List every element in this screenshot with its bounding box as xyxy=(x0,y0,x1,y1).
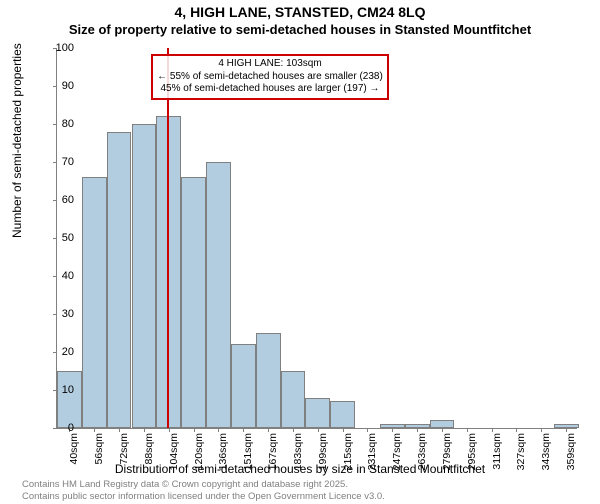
x-tick-mark xyxy=(318,428,319,432)
x-tick-label: 327sqm xyxy=(515,433,527,473)
x-tick-label: 40sqm xyxy=(68,433,80,473)
y-tick-mark xyxy=(53,86,57,87)
x-tick-mark xyxy=(119,428,120,432)
page-title: 4, HIGH LANE, STANSTED, CM24 8LQ xyxy=(0,4,600,20)
y-tick-mark xyxy=(53,124,57,125)
x-tick-label: 343sqm xyxy=(540,433,552,473)
histogram-bar xyxy=(107,132,132,428)
y-tick-label: 50 xyxy=(62,232,74,244)
histogram-bar xyxy=(132,124,157,428)
x-tick-label: 295sqm xyxy=(466,433,478,473)
callout-box: 4 HIGH LANE: 103sqm← 55% of semi-detache… xyxy=(151,54,389,100)
y-tick-mark xyxy=(53,162,57,163)
x-tick-label: 72sqm xyxy=(118,433,130,473)
y-tick-label: 70 xyxy=(62,156,74,168)
x-tick-label: 104sqm xyxy=(168,433,180,473)
y-tick-label: 60 xyxy=(62,194,74,206)
y-tick-mark xyxy=(53,276,57,277)
y-axis-label: Number of semi-detached properties xyxy=(10,43,24,238)
x-tick-mark xyxy=(467,428,468,432)
histogram-bar xyxy=(57,371,82,428)
x-tick-mark xyxy=(144,428,145,432)
callout-line2: ← 55% of semi-detached houses are smalle… xyxy=(157,71,383,84)
y-tick-mark xyxy=(53,352,57,353)
page-subtitle: Size of property relative to semi-detach… xyxy=(0,22,600,37)
x-tick-mark xyxy=(541,428,542,432)
x-tick-mark xyxy=(417,428,418,432)
x-tick-mark xyxy=(343,428,344,432)
histogram-bar xyxy=(206,162,231,428)
x-tick-label: 215sqm xyxy=(342,433,354,473)
x-tick-label: 151sqm xyxy=(242,433,254,473)
callout-line3: 45% of semi-detached houses are larger (… xyxy=(157,83,383,96)
x-tick-mark xyxy=(392,428,393,432)
y-tick-label: 40 xyxy=(62,270,74,282)
histogram-bar xyxy=(305,398,330,428)
y-tick-label: 20 xyxy=(62,346,74,358)
histogram-bar xyxy=(405,424,430,428)
histogram-bar xyxy=(82,177,107,428)
y-tick-mark xyxy=(53,314,57,315)
histogram-chart: 4 HIGH LANE: 103sqm← 55% of semi-detache… xyxy=(56,48,576,428)
x-tick-label: 167sqm xyxy=(267,433,279,473)
histogram-bar xyxy=(380,424,405,428)
reference-line xyxy=(167,48,169,428)
y-tick-mark xyxy=(53,238,57,239)
x-tick-mark xyxy=(442,428,443,432)
x-tick-label: 263sqm xyxy=(416,433,428,473)
y-tick-label: 10 xyxy=(62,384,74,396)
histogram-bar xyxy=(231,344,256,428)
y-tick-label: 30 xyxy=(62,308,74,320)
x-tick-mark xyxy=(268,428,269,432)
x-tick-mark xyxy=(243,428,244,432)
plot-area: 4 HIGH LANE: 103sqm← 55% of semi-detache… xyxy=(56,48,577,429)
x-tick-label: 279sqm xyxy=(441,433,453,473)
x-tick-mark xyxy=(94,428,95,432)
histogram-bar xyxy=(181,177,206,428)
x-tick-label: 199sqm xyxy=(317,433,329,473)
y-tick-mark xyxy=(53,428,57,429)
footer-line1: Contains HM Land Registry data © Crown c… xyxy=(22,479,385,490)
x-tick-mark xyxy=(516,428,517,432)
x-tick-label: 231sqm xyxy=(366,433,378,473)
x-tick-label: 247sqm xyxy=(391,433,403,473)
histogram-bar xyxy=(554,424,579,428)
callout-line1: 4 HIGH LANE: 103sqm xyxy=(157,58,383,71)
x-tick-label: 120sqm xyxy=(193,433,205,473)
x-tick-label: 88sqm xyxy=(143,433,155,473)
x-tick-mark xyxy=(367,428,368,432)
x-tick-mark xyxy=(169,428,170,432)
x-tick-label: 359sqm xyxy=(565,433,577,473)
footer-line2: Contains public sector information licen… xyxy=(22,491,385,502)
y-tick-mark xyxy=(53,200,57,201)
x-tick-mark xyxy=(218,428,219,432)
histogram-bar xyxy=(430,420,455,428)
x-tick-label: 183sqm xyxy=(292,433,304,473)
histogram-bar xyxy=(256,333,281,428)
x-tick-label: 56sqm xyxy=(93,433,105,473)
y-tick-label: 100 xyxy=(56,42,74,54)
x-tick-mark xyxy=(293,428,294,432)
histogram-bar xyxy=(281,371,306,428)
x-tick-label: 311sqm xyxy=(491,433,503,473)
attribution-footer: Contains HM Land Registry data © Crown c… xyxy=(22,479,385,502)
x-tick-mark xyxy=(492,428,493,432)
x-tick-mark xyxy=(194,428,195,432)
histogram-bar xyxy=(330,401,355,428)
x-tick-label: 136sqm xyxy=(217,433,229,473)
x-tick-mark xyxy=(566,428,567,432)
y-tick-label: 80 xyxy=(62,118,74,130)
y-tick-label: 90 xyxy=(62,80,74,92)
